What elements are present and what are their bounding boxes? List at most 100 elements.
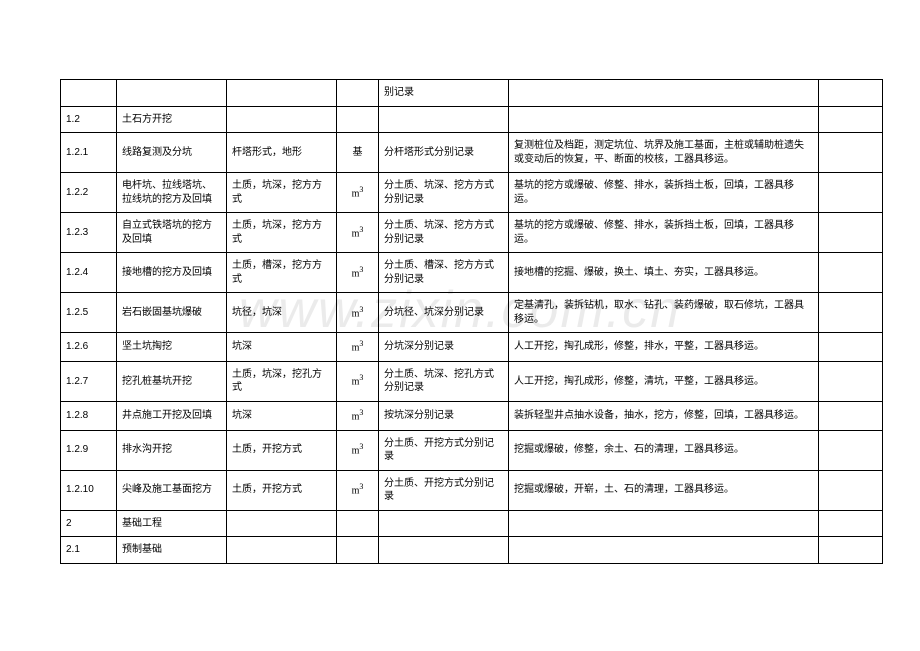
cell-feature [227,80,337,107]
cell-feature: 土质，开挖方式 [227,430,337,470]
cell-code: 1.2.2 [61,173,117,213]
cell-code: 1.2 [61,106,117,133]
cell-feature [227,106,337,133]
cell-code: 2 [61,510,117,537]
cell-feature: 杆塔形式，地形 [227,133,337,173]
cell-feature: 坑深 [227,333,337,362]
table-row: 1.2.7挖孔桩基坑开挖土质，坑深，挖孔方式m3分土质、坑深、挖孔方式分别记录人… [61,361,883,401]
cell-rule: 分土质、坑深、挖孔方式分别记录 [379,361,509,401]
cell-name: 接地槽的挖方及回填 [117,253,227,293]
cell-rule [379,537,509,564]
table-row: 别记录 [61,80,883,107]
cell-rule: 分土质、坑深、挖方方式分别记录 [379,213,509,253]
cell-name: 预制基础 [117,537,227,564]
spec-table: 别记录1.2土石方开挖1.2.1线路复测及分坑杆塔形式，地形基分杆塔形式分别记录… [60,79,883,564]
cell-name: 排水沟开挖 [117,430,227,470]
cell-content [509,510,819,537]
cell-feature: 土质，坑深，挖方方式 [227,173,337,213]
cell-rule: 分坑径、坑深分别记录 [379,293,509,333]
cell-content: 接地槽的挖掘、爆破，换土、填土、夯实，工器具移运。 [509,253,819,293]
cell-rule: 分土质、槽深、挖方方式分别记录 [379,253,509,293]
cell-blank [819,510,883,537]
cell-blank [819,80,883,107]
cell-unit: m3 [337,430,379,470]
cell-name: 土石方开挖 [117,106,227,133]
cell-blank [819,537,883,564]
cell-content [509,537,819,564]
cell-name: 电杆坑、拉线塔坑、拉线坑的挖方及回填 [117,173,227,213]
cell-feature: 土质，槽深，挖方方式 [227,253,337,293]
cell-feature: 坑深 [227,401,337,430]
cell-blank [819,293,883,333]
cell-code: 1.2.9 [61,430,117,470]
cell-name [117,80,227,107]
cell-blank [819,401,883,430]
cell-feature [227,537,337,564]
cell-content: 基坑的挖方或爆破、修整、排水，装拆挡土板，回填，工器具移运。 [509,213,819,253]
cell-blank [819,173,883,213]
cell-rule [379,106,509,133]
cell-unit [337,510,379,537]
cell-name: 线路复测及分坑 [117,133,227,173]
cell-unit: m3 [337,470,379,510]
cell-blank [819,106,883,133]
cell-blank [819,333,883,362]
cell-blank [819,213,883,253]
cell-name: 井点施工开挖及回填 [117,401,227,430]
table-row: 1.2.6坚土坑掏挖坑深m3分坑深分别记录人工开挖，掏孔成形，修整，排水，平整，… [61,333,883,362]
cell-feature: 土质，坑深，挖方方式 [227,213,337,253]
cell-feature: 坑径，坑深 [227,293,337,333]
cell-code: 1.2.4 [61,253,117,293]
table-row: 1.2.3自立式铁塔坑的挖方及回填土质，坑深，挖方方式m3分土质、坑深、挖方方式… [61,213,883,253]
cell-unit: m3 [337,361,379,401]
table-row: 1.2.8井点施工开挖及回填坑深m3按坑深分别记录装拆轻型井点抽水设备，抽水，挖… [61,401,883,430]
cell-code [61,80,117,107]
cell-rule: 分坑深分别记录 [379,333,509,362]
cell-rule: 分土质、开挖方式分别记录 [379,470,509,510]
cell-rule: 别记录 [379,80,509,107]
cell-name: 基础工程 [117,510,227,537]
cell-rule: 分杆塔形式分别记录 [379,133,509,173]
cell-code: 1.2.5 [61,293,117,333]
cell-content: 定基清孔，装拆钻机，取水、钻孔、装药爆破，取石修坑，工器具移运。 [509,293,819,333]
table-row: 1.2.2电杆坑、拉线塔坑、拉线坑的挖方及回填土质，坑深，挖方方式m3分土质、坑… [61,173,883,213]
cell-unit: m3 [337,333,379,362]
cell-unit: m3 [337,401,379,430]
cell-unit [337,80,379,107]
table-row: 1.2.10尖峰及施工基面挖方土质，开挖方式m3分土质、开挖方式分别记录挖掘或爆… [61,470,883,510]
table-row: 1.2.1线路复测及分坑杆塔形式，地形基分杆塔形式分别记录复测桩位及档距，测定坑… [61,133,883,173]
cell-name: 尖峰及施工基面挖方 [117,470,227,510]
cell-content: 装拆轻型井点抽水设备，抽水，挖方，修整，回填，工器具移运。 [509,401,819,430]
cell-unit: m3 [337,213,379,253]
cell-blank [819,361,883,401]
table-row: 1.2土石方开挖 [61,106,883,133]
cell-unit [337,106,379,133]
cell-content [509,106,819,133]
cell-rule [379,510,509,537]
cell-content: 人工开挖，掏孔成形，修整，清坑，平整，工器具移运。 [509,361,819,401]
cell-rule: 分土质、开挖方式分别记录 [379,430,509,470]
cell-name: 岩石嵌固基坑爆破 [117,293,227,333]
cell-blank [819,253,883,293]
cell-content: 基坑的挖方或爆破、修整、排水，装拆挡土板，回填，工器具移运。 [509,173,819,213]
table-row: 1.2.9排水沟开挖土质，开挖方式m3分土质、开挖方式分别记录挖掘或爆破，修整，… [61,430,883,470]
cell-name: 挖孔桩基坑开挖 [117,361,227,401]
cell-feature: 土质，开挖方式 [227,470,337,510]
cell-unit [337,537,379,564]
cell-code: 1.2.1 [61,133,117,173]
cell-name: 自立式铁塔坑的挖方及回填 [117,213,227,253]
cell-feature: 土质，坑深，挖孔方式 [227,361,337,401]
cell-blank [819,430,883,470]
cell-blank [819,133,883,173]
cell-rule: 分土质、坑深、挖方方式分别记录 [379,173,509,213]
cell-content: 挖掘或爆破，修整，余土、石的清理，工器具移运。 [509,430,819,470]
table-row: 1.2.5岩石嵌固基坑爆破坑径，坑深m3分坑径、坑深分别记录定基清孔，装拆钻机，… [61,293,883,333]
cell-code: 1.2.7 [61,361,117,401]
cell-unit: m3 [337,253,379,293]
cell-code: 1.2.8 [61,401,117,430]
cell-rule: 按坑深分别记录 [379,401,509,430]
cell-unit: 基 [337,133,379,173]
cell-code: 1.2.10 [61,470,117,510]
cell-blank [819,470,883,510]
cell-unit: m3 [337,293,379,333]
